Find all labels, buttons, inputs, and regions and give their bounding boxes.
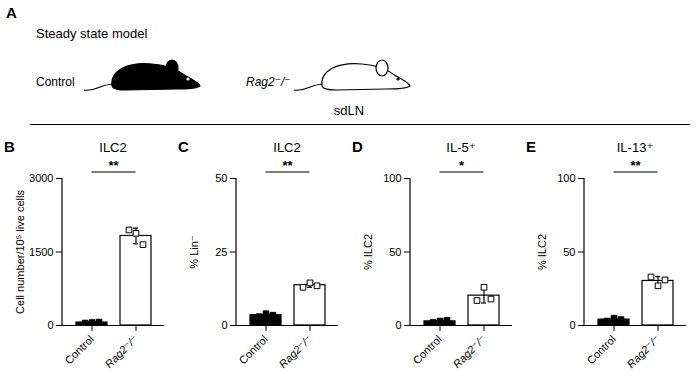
svg-text:1500: 1500 xyxy=(29,246,53,258)
svg-text:*: * xyxy=(459,158,465,173)
svg-text:Control: Control xyxy=(236,333,270,367)
svg-text:50: 50 xyxy=(389,246,401,258)
svg-text:3000: 3000 xyxy=(29,172,53,184)
svg-text:% ILC2: % ILC2 xyxy=(536,234,548,270)
svg-text:**: ** xyxy=(108,158,119,173)
svg-text:100: 100 xyxy=(557,172,575,184)
svg-text:Control: Control xyxy=(584,333,618,367)
svg-text:0: 0 xyxy=(569,319,575,331)
svg-text:Rag2⁻/⁻: Rag2⁻/⁻ xyxy=(102,333,140,371)
svg-text:**: ** xyxy=(630,158,641,173)
svg-text:Rag2⁻/⁻: Rag2⁻/⁻ xyxy=(276,333,314,371)
svg-text:Cell number/10⁵ live cells: Cell number/10⁵ live cells xyxy=(14,190,26,314)
svg-text:**: ** xyxy=(282,158,293,173)
html-text:sdLN: sdLN xyxy=(333,103,365,118)
svg-text:% ILC2: % ILC2 xyxy=(362,234,374,270)
svg-text:0: 0 xyxy=(395,319,401,331)
html-text:IL-5⁺: IL-5⁺ xyxy=(446,140,476,155)
svg-text:50: 50 xyxy=(563,246,575,258)
html-text:ILC2: ILC2 xyxy=(273,140,301,155)
svg-text:50: 50 xyxy=(215,172,227,184)
svg-text:Rag2⁻/⁻: Rag2⁻/⁻ xyxy=(450,333,488,371)
svg-text:Control: Control xyxy=(62,333,96,367)
html-text:ILC2: ILC2 xyxy=(99,140,127,155)
svg-text:Rag2⁻/⁻: Rag2⁻/⁻ xyxy=(246,75,291,89)
html-text:B: B xyxy=(4,138,15,155)
html-text:IL-13⁺: IL-13⁺ xyxy=(616,140,654,155)
svg-text:Control: Control xyxy=(36,75,75,89)
svg-text:% Lin⁻: % Lin⁻ xyxy=(188,235,200,269)
svg-text:A: A xyxy=(6,4,17,21)
svg-text:0: 0 xyxy=(47,319,53,331)
svg-text:Rag2⁻/⁻: Rag2⁻/⁻ xyxy=(624,333,662,371)
svg-text:0: 0 xyxy=(221,319,227,331)
html-text:E: E xyxy=(526,138,536,155)
svg-text:Control: Control xyxy=(410,333,444,367)
html-text:C: C xyxy=(178,138,189,155)
svg-text:100: 100 xyxy=(383,172,401,184)
svg-text:Steady state model: Steady state model xyxy=(36,26,147,41)
html-text:D: D xyxy=(352,138,363,155)
svg-text:25: 25 xyxy=(215,246,227,258)
